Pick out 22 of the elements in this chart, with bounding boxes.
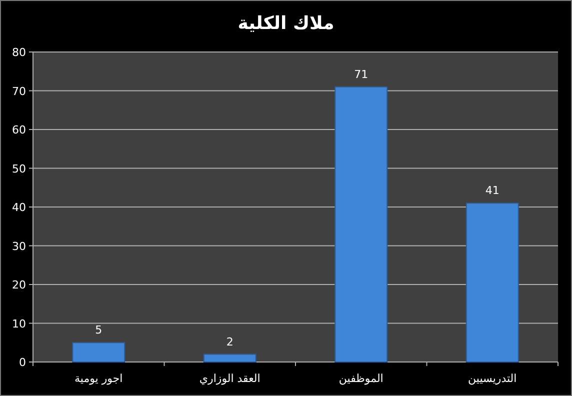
x-tick-label: التدريسيين <box>468 372 517 385</box>
x-tick-label: الموظفين <box>338 372 384 385</box>
x-tick-label: اجور يومية <box>74 372 123 385</box>
y-tick-label: 0 <box>19 356 26 369</box>
chart-title: ملاك الكلية <box>238 13 334 34</box>
y-tick-label: 40 <box>12 201 26 214</box>
y-tick-label: 80 <box>12 46 26 59</box>
y-tick-label: 20 <box>12 278 26 292</box>
bar <box>203 354 256 362</box>
x-tick-label: العقد الوزاري <box>199 372 260 385</box>
data-label: 5 <box>95 324 102 337</box>
data-label: 2 <box>226 335 234 348</box>
y-tick-label: 70 <box>12 84 26 98</box>
y-tick-label: 50 <box>12 162 26 176</box>
bar <box>466 202 519 362</box>
bar <box>72 342 126 362</box>
y-tick-label: 60 <box>12 124 26 136</box>
y-tick-label: 10 <box>12 317 26 330</box>
data-label: 71 <box>354 68 368 81</box>
data-label: 41 <box>485 184 500 198</box>
y-tick-label: 30 <box>12 240 26 253</box>
bar <box>334 86 388 362</box>
